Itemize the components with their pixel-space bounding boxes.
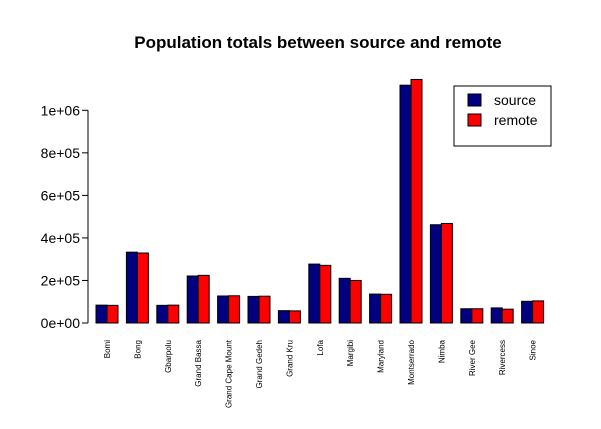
x-tick-label: Margibi — [346, 340, 355, 366]
bar-remote — [349, 279, 362, 324]
bar-remote — [136, 252, 149, 324]
x-tick-label: Rivercess — [498, 340, 507, 375]
bars — [95, 78, 545, 324]
bar-remote — [532, 300, 545, 324]
bar-source — [521, 300, 534, 324]
bar-source — [490, 307, 503, 324]
bar-source — [95, 304, 108, 324]
bar-source — [399, 84, 412, 324]
bar-source — [308, 263, 321, 324]
bar-remote — [471, 308, 484, 324]
y-tick-label: 2e+05 — [41, 272, 81, 288]
bar-remote — [288, 310, 301, 324]
bar-remote — [228, 295, 241, 324]
x-axis-labels: Bomi Bong Gbarpolu Grand Bassa Grand Cape Mo… — [103, 339, 538, 408]
y-tick-label: 0e+00 — [41, 315, 81, 331]
bar-remote — [167, 304, 180, 324]
x-tick-label: Bong — [133, 340, 142, 359]
chart-title: Population totals between source and rem… — [134, 33, 501, 52]
x-tick-label: Maryland — [377, 340, 386, 373]
x-tick-label: Lofa — [316, 339, 325, 355]
bar-remote — [258, 295, 271, 324]
bar-remote — [380, 293, 393, 324]
bar-source — [156, 304, 169, 324]
bar-source — [338, 277, 351, 324]
legend-label-source: source — [494, 92, 536, 108]
y-tick-label: 6e+05 — [41, 187, 81, 203]
bar-remote — [106, 304, 119, 324]
bar-source — [369, 293, 382, 324]
bar-source — [460, 308, 473, 324]
x-tick-label: Nimba — [437, 339, 446, 363]
x-tick-label: Grand Cape Mount — [225, 339, 234, 408]
x-tick-label: Grand Bassa — [194, 339, 203, 386]
x-tick-label: Sinoe — [529, 339, 538, 360]
bar-source — [217, 295, 230, 324]
y-axis: 0e+00 2e+05 4e+05 6e+05 8e+05 1e+06 — [41, 102, 89, 331]
x-tick-label: Grand Gedeh — [255, 340, 264, 388]
y-tick-label: 1e+06 — [41, 102, 81, 118]
bar-source — [125, 251, 138, 324]
legend: source remote — [453, 85, 552, 147]
bar-source — [247, 295, 260, 324]
x-tick-label: Bomi — [103, 340, 112, 358]
bar-source — [429, 224, 442, 324]
bar-remote — [197, 274, 210, 324]
legend-swatch-remote — [467, 113, 482, 127]
legend-swatch-source — [467, 93, 482, 107]
x-tick-label: River Gee — [468, 339, 477, 376]
bar-remote — [319, 264, 332, 324]
x-tick-label: Gbarpolu — [164, 340, 173, 373]
bar-remote — [410, 78, 423, 324]
bar-source — [277, 310, 290, 324]
bar-remote — [501, 308, 514, 324]
x-tick-label: Montserrado — [407, 339, 416, 384]
bar-source — [186, 275, 199, 324]
bar-remote — [440, 222, 453, 324]
legend-label-remote: remote — [494, 112, 538, 128]
y-tick-label: 8e+05 — [41, 145, 81, 161]
x-tick-label: Grand Kru — [285, 340, 294, 377]
y-tick-label: 4e+05 — [41, 230, 81, 246]
